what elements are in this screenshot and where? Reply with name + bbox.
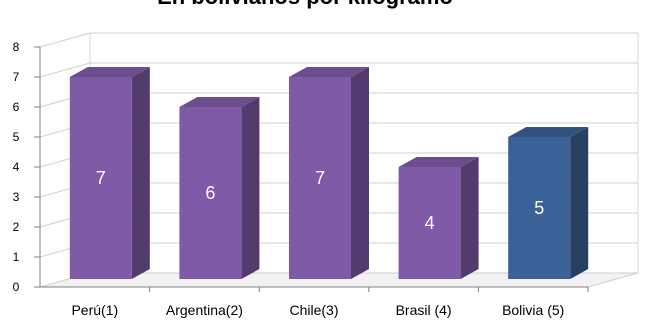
bar-top — [398, 157, 479, 167]
bar-side — [131, 67, 150, 279]
bar-side — [351, 67, 369, 279]
data-label: 4 — [425, 213, 435, 233]
x-tick-label: Brasil (4) — [396, 302, 452, 318]
bar-side — [570, 127, 589, 279]
bar-series — [69, 67, 589, 279]
data-label: 7 — [315, 168, 325, 188]
y-tick-label: 4 — [13, 160, 20, 174]
bar-front — [69, 77, 132, 279]
x-tick-label: Chile(3) — [289, 302, 338, 318]
bar-front — [289, 77, 351, 279]
y-tick-label: 7 — [13, 70, 20, 84]
data-label: 7 — [96, 168, 106, 188]
y-tick-label: 0 — [13, 280, 20, 294]
y-tick-label: 3 — [13, 190, 20, 204]
data-label: 5 — [534, 198, 544, 218]
bar-top — [508, 127, 589, 137]
bar — [398, 157, 479, 279]
bar-top — [289, 67, 369, 77]
y-axis: 0 1 2 3 4 5 6 7 8 — [13, 40, 41, 294]
bar-top — [69, 67, 150, 77]
data-label: 6 — [205, 183, 215, 203]
bar — [69, 67, 150, 279]
y-tick-label: 8 — [13, 40, 20, 54]
bar-front — [398, 167, 461, 279]
y-tick-label: 6 — [13, 100, 20, 114]
x-axis: Perú(1) Argentina(2) Chile(3) Brasil (4) Bol… — [40, 286, 589, 318]
data-labels: 7 6 7 4 5 — [96, 168, 544, 233]
x-tick-label: Argentina(2) — [166, 302, 243, 318]
y-tick-label: 2 — [13, 220, 20, 234]
bar — [289, 67, 369, 279]
bar-front — [508, 137, 571, 279]
bar-top — [179, 97, 260, 107]
gridline — [39, 62, 638, 78]
chart-title: En bolivianos por kilogramo — [157, 0, 453, 9]
bar-side — [241, 97, 260, 279]
x-tick-label: Bolivia (5) — [502, 302, 564, 318]
y-tick-label: 5 — [13, 130, 20, 144]
bar-front — [179, 107, 242, 279]
bar-side — [460, 157, 479, 279]
gridline — [39, 32, 638, 48]
bar — [179, 97, 260, 279]
x-tick-label: Perú(1) — [71, 302, 118, 318]
bar — [508, 127, 589, 279]
y-tick-label: 1 — [13, 250, 20, 264]
